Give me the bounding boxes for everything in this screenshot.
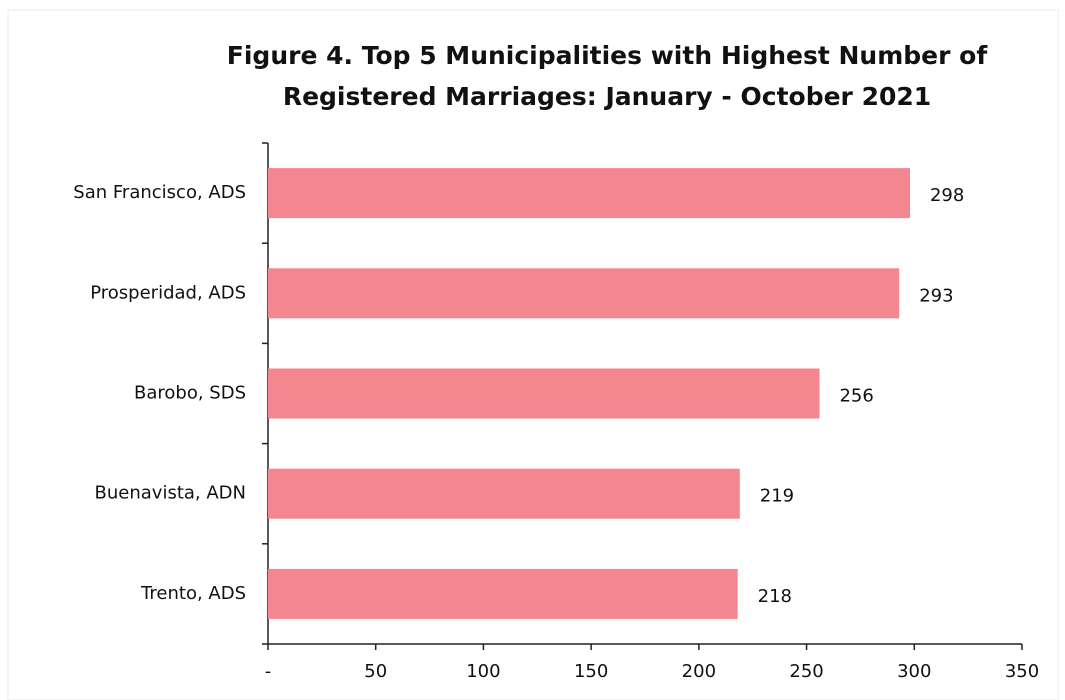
data-label: 256	[839, 386, 873, 407]
x-tick-label: -	[265, 661, 272, 682]
bar	[268, 268, 900, 319]
y-tick-label: Buenavista, ADN	[95, 483, 246, 504]
x-tick-label: 50	[364, 661, 387, 682]
y-tick-label: San Francisco, ADS	[73, 182, 246, 203]
data-label: 298	[930, 185, 964, 206]
x-tick-label: 300	[897, 661, 931, 682]
x-tick-label: 100	[466, 661, 500, 682]
y-tick-label: Barobo, SDS	[134, 383, 246, 404]
frame	[7, 9, 1059, 700]
data-label: 219	[760, 486, 794, 507]
chart-title: Figure 4. Top 5 Municipalities with High…	[227, 41, 989, 70]
chart-title: Registered Marriages: January - October …	[283, 82, 931, 111]
y-tick-label: Prosperidad, ADS	[90, 282, 246, 303]
y-tick-label: Trento, ADS	[140, 583, 246, 604]
x-tick-label: 250	[789, 661, 823, 682]
bar	[268, 168, 910, 219]
x-tick-label: 350	[1005, 661, 1039, 682]
x-tick-label: 200	[682, 661, 716, 682]
bar	[268, 368, 820, 419]
bar	[268, 468, 740, 519]
bar	[268, 568, 738, 619]
data-label: 293	[919, 285, 953, 306]
data-label: 218	[758, 586, 792, 607]
x-tick-label: 150	[574, 661, 608, 682]
